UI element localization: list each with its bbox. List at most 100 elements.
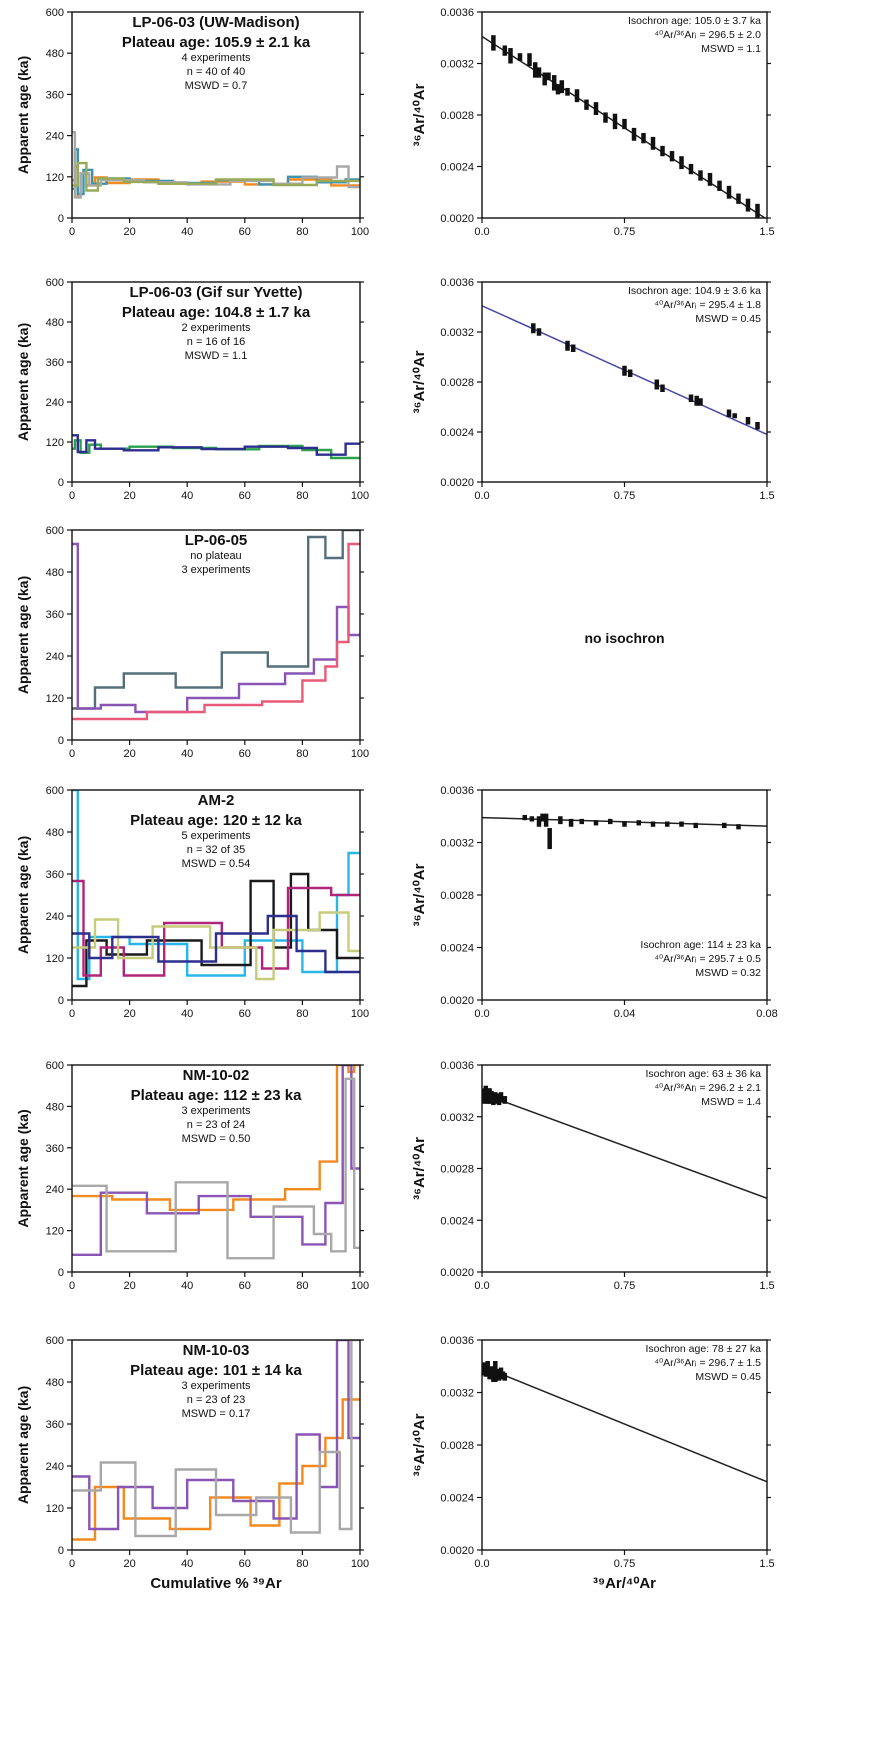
y-tick-label: 240 (46, 397, 64, 409)
y-axis-label: Apparent age (ka) (15, 1109, 31, 1227)
isochron-regression-line (482, 1365, 767, 1483)
y-tick-label: 0 (58, 735, 64, 747)
age-step-series-2 (72, 1340, 360, 1531)
sample-title: LP-06-03 (UW-Madison) (132, 14, 299, 31)
x-tick-label: 0.75 (614, 490, 635, 502)
age-step-series-2 (72, 434, 360, 456)
plot-area (482, 1361, 767, 1483)
y-tick-label: 120 (46, 1226, 64, 1238)
x-tick-label: 0 (69, 490, 75, 502)
x-tick-label: 1.5 (759, 226, 774, 238)
y-tick-label: 0.0024 (440, 162, 474, 174)
plot-frame (481, 281, 768, 483)
y-tick-label: 120 (46, 437, 64, 449)
y-tick-label: 0.0032 (440, 1112, 474, 1124)
x-tick-label: 0.0 (474, 490, 489, 502)
chart-i5: 0.0 0.75 1.5 0.0020 0.0024 0.0028 0.0032 0.0036… (411, 1060, 775, 1292)
x-tick-label: 40 (181, 748, 193, 760)
y-tick-label: 360 (46, 1143, 64, 1155)
isochron-annotation-2: ⁴⁰Ar/³⁶Arᵢ = 295.7 ± 0.5 (654, 953, 761, 965)
y-axis-label: Apparent age (ka) (15, 836, 31, 954)
plateau-annotation-3: n = 23 of 23 (187, 1394, 245, 1406)
age-step-series-2 (72, 542, 360, 714)
x-tick-label: 0.0 (474, 1008, 489, 1020)
isochron-annotation-2: ⁴⁰Ar/³⁶Arᵢ = 296.2 ± 2.1 (654, 1082, 761, 1094)
plateau-annotation-4: MSWD = 0.17 (182, 1408, 251, 1420)
y-tick-label: 0.0024 (440, 1215, 474, 1227)
plot-frame (71, 11, 361, 219)
y-axis-label: ³⁶Ar/⁴⁰Ar (411, 83, 428, 146)
y-tick-label: 600 (46, 785, 64, 797)
age-step-series-1 (72, 530, 360, 710)
y-tick-label: 0.0028 (440, 377, 474, 389)
y-axis-label: Apparent age (ka) (15, 323, 31, 441)
chart-s1: 0 20 40 60 80 100 0 120 240 360 480 600 Apparent age… (15, 7, 369, 238)
sample-title: LP-06-05 (185, 532, 248, 549)
plot-frame (71, 1339, 361, 1551)
plateau-annotation-1: Plateau age: 105.9 ± 2.1 ka (122, 34, 311, 51)
age-step-series-5 (72, 914, 360, 974)
age-step-series-3 (72, 1077, 360, 1260)
plateau-annotation-3: n = 40 of 40 (187, 66, 245, 78)
x-tick-label: 0 (69, 748, 75, 760)
y-tick-label: 360 (46, 89, 64, 101)
x-tick-label: 40 (181, 1558, 193, 1570)
y-tick-label: 0.0020 (440, 1267, 474, 1279)
isochron-annotation-1: Isochron age: 114 ± 23 ka (640, 939, 761, 951)
x-tick-label: 40 (181, 490, 193, 502)
plot-area (72, 790, 360, 988)
y-tick-label: 0.0032 (440, 838, 474, 850)
y-tick-label: 0 (58, 477, 64, 489)
y-tick-label: 0.0036 (440, 1335, 474, 1347)
plateau-annotation-1: Plateau age: 120 ± 12 ka (130, 812, 302, 829)
age-step-series-2 (72, 1065, 360, 1256)
plot-area (72, 434, 360, 460)
isochron-annotation-3: MSWD = 0.45 (695, 313, 761, 325)
x-tick-label: 0.75 (614, 226, 635, 238)
plateau-annotation-3: n = 16 of 16 (187, 336, 245, 348)
plot-area (482, 1085, 767, 1199)
plateau-annotation-2: 4 experiments (181, 52, 251, 64)
isochron-annotation-3: MSWD = 0.45 (695, 1371, 761, 1383)
y-tick-label: 360 (46, 1419, 64, 1431)
x-tick-label: 80 (296, 490, 308, 502)
y-axis-label: ³⁶Ar/⁴⁰Ar (411, 1413, 428, 1476)
y-tick-label: 0.0036 (440, 1060, 474, 1072)
y-tick-label: 0.0020 (440, 1545, 474, 1557)
x-tick-label: 0 (69, 1558, 75, 1570)
chart-i4: 0.0 0.04 0.08 0.0020 0.0024 0.0028 0.0032 0.003… (411, 785, 778, 1020)
isochron-annotation-1: Isochron age: 78 ± 27 ka (645, 1343, 761, 1355)
x-tick-label: 0.0 (474, 1280, 489, 1292)
x-tick-label: 100 (351, 1008, 369, 1020)
plot-area (72, 131, 360, 199)
plateau-annotation-3: n = 32 of 35 (187, 844, 245, 856)
y-axis-label: ³⁶Ar/⁴⁰Ar (411, 863, 428, 926)
y-tick-label: 120 (46, 693, 64, 705)
age-step-series-3 (72, 131, 360, 199)
age-step-series-2 (72, 148, 360, 196)
x-tick-label: 80 (296, 1558, 308, 1570)
y-tick-label: 0.0020 (440, 477, 474, 489)
chart-s2: 0 20 40 60 80 100 0 120 240 360 480 600 Apparent age… (15, 277, 369, 502)
y-axis-label: ³⁶Ar/⁴⁰Ar (411, 1137, 428, 1200)
y-tick-label: 600 (46, 277, 64, 289)
chart-s3: 0 20 40 60 80 100 0 120 240 360 480 600 Apparent age… (15, 525, 369, 760)
isochron-annotation-2: ⁴⁰Ar/³⁶Arᵢ = 295.4 ± 1.8 (654, 299, 761, 311)
age-step-series-3 (72, 1340, 360, 1538)
x-tick-label: 0 (69, 226, 75, 238)
x-tick-label: 100 (351, 226, 369, 238)
x-tick-label: 60 (239, 748, 251, 760)
age-step-series-4 (72, 911, 360, 981)
chart-i1: 0.0 0.75 1.5 0.0020 0.0024 0.0028 0.0032 0.0036… (411, 7, 775, 238)
y-tick-label: 0.0032 (440, 1388, 474, 1400)
y-tick-label: 240 (46, 911, 64, 923)
x-tick-label: 20 (123, 1280, 135, 1292)
isochron-annotation-1: Isochron age: 105.0 ± 3.7 ka (628, 15, 761, 27)
x-tick-label: 0 (69, 1280, 75, 1292)
plateau-annotation-1: no plateau (190, 550, 241, 562)
y-tick-label: 480 (46, 827, 64, 839)
y-tick-label: 0 (58, 213, 64, 225)
plateau-annotation-1: Plateau age: 112 ± 23 ka (131, 1087, 302, 1104)
x-tick-label: 100 (351, 748, 369, 760)
x-tick-label: 1.5 (759, 490, 774, 502)
